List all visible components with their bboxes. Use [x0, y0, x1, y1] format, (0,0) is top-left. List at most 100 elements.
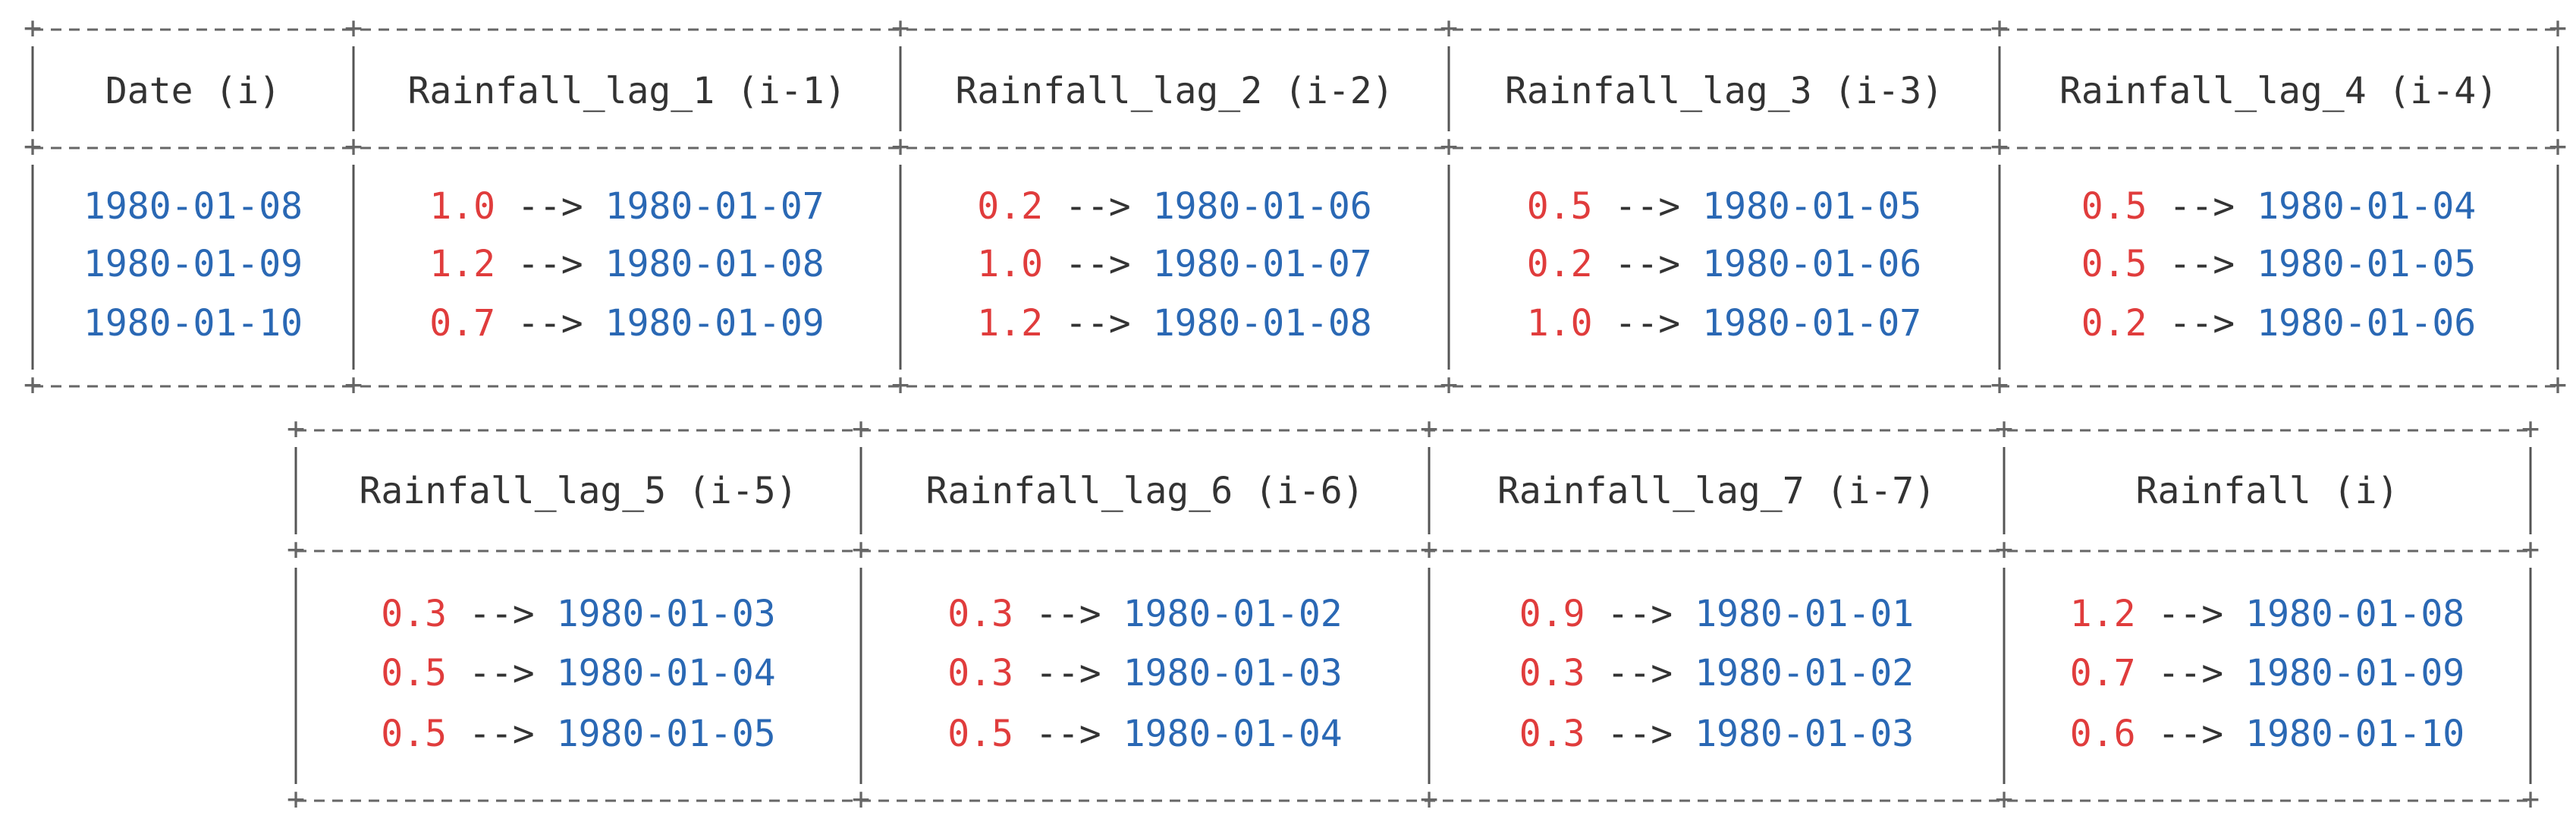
column-header: Date (i)	[105, 70, 281, 112]
arrow: -->	[2169, 185, 2235, 228]
rainfall-value: 1.0	[1527, 302, 1593, 345]
junction: +	[1420, 532, 1438, 567]
cell: 0.3 --> 1980-01-03	[947, 652, 1342, 694]
junction: +	[1995, 411, 2013, 446]
date: 1980-01-04	[557, 652, 776, 694]
junction: +	[1440, 11, 1458, 46]
date: 1980-01-03	[557, 593, 776, 635]
date: 1980-01-09	[83, 243, 303, 285]
date: 1980-01-10	[83, 302, 303, 345]
column-header: Rainfall_lag_2 (i-2)	[956, 70, 1394, 112]
date: 1980-01-08	[83, 185, 303, 228]
cell: 1.2 --> 1980-01-08	[2070, 593, 2464, 635]
junction: +	[287, 782, 305, 817]
cell: 0.2 --> 1980-01-06	[1527, 243, 1921, 285]
rainfall-value: 0.3	[1519, 713, 1585, 755]
arrow: -->	[2158, 713, 2224, 755]
junction: +	[891, 367, 909, 402]
date: 1980-01-02	[1695, 652, 1914, 694]
cell: 0.3 --> 1980-01-03	[381, 593, 775, 635]
cell: 0.5 --> 1980-01-05	[381, 713, 775, 755]
cell: 0.2 --> 1980-01-06	[2081, 302, 2476, 345]
arrow: -->	[517, 185, 583, 228]
junction: +	[852, 532, 870, 567]
cell: 1980-01-08	[83, 185, 303, 228]
date: 1980-01-01	[1695, 593, 1914, 635]
rainfall-value: 1.0	[429, 185, 495, 228]
cell: 0.5 --> 1980-01-04	[381, 652, 775, 694]
date: 1980-01-04	[1123, 713, 1343, 755]
date: 1980-01-03	[1123, 652, 1343, 694]
arrow: -->	[2158, 593, 2224, 635]
junction: +	[2521, 782, 2540, 817]
date: 1980-01-05	[1702, 185, 1921, 228]
arrow: -->	[1065, 243, 1131, 285]
arrow: -->	[1065, 302, 1131, 345]
arrow: -->	[1607, 652, 1673, 694]
cell: 0.2 --> 1980-01-06	[977, 185, 1371, 228]
arrow: -->	[1035, 713, 1101, 755]
arrow: -->	[2158, 652, 2224, 694]
cell: 0.7 --> 1980-01-09	[2070, 652, 2464, 694]
rainfall-value: 0.5	[947, 713, 1013, 755]
rainfall-value: 0.3	[947, 593, 1013, 635]
cell: 1.0 --> 1980-01-07	[429, 185, 824, 228]
junction: +	[1440, 367, 1458, 402]
cell: 0.3 --> 1980-01-02	[1519, 652, 1914, 694]
arrow: -->	[2169, 302, 2235, 345]
junction: +	[24, 367, 42, 402]
date: 1980-01-09	[605, 302, 825, 345]
arrow: -->	[1035, 593, 1101, 635]
junction: +	[344, 11, 363, 46]
junction: +	[2521, 411, 2540, 446]
junction: +	[1990, 129, 2009, 164]
junction: +	[344, 129, 363, 164]
arrow: -->	[469, 593, 535, 635]
column-header: Rainfall (i)	[2136, 470, 2399, 512]
cell: 0.7 --> 1980-01-09	[429, 302, 824, 345]
column-header: Rainfall_lag_4 (i-4)	[2059, 70, 2498, 112]
date: 1980-01-05	[2257, 243, 2476, 285]
cell: 1980-01-09	[83, 243, 303, 285]
junction: +	[2521, 532, 2540, 567]
junction: +	[1995, 532, 2013, 567]
junction: +	[287, 411, 305, 446]
rainfall-value: 0.6	[2070, 713, 2136, 755]
rainfall-value: 1.0	[977, 243, 1043, 285]
junction: +	[1420, 411, 1438, 446]
rainfall-value: 0.5	[2081, 243, 2147, 285]
cell: 0.9 --> 1980-01-01	[1519, 593, 1914, 635]
junction: +	[1990, 367, 2009, 402]
junction: +	[852, 411, 870, 446]
rainfall-value: 0.2	[977, 185, 1043, 228]
column-header: Rainfall_lag_6 (i-6)	[926, 470, 1365, 512]
arrow: -->	[1615, 243, 1681, 285]
rainfall-value: 0.5	[2081, 185, 2147, 228]
cell: 1.2 --> 1980-01-08	[429, 243, 824, 285]
junction: +	[287, 532, 305, 567]
column-header: Rainfall_lag_7 (i-7)	[1497, 470, 1936, 512]
cell: 0.5 --> 1980-01-04	[2081, 185, 2476, 228]
date: 1980-01-08	[2245, 593, 2464, 635]
rainfall-value: 0.9	[1519, 593, 1585, 635]
junction: +	[1440, 129, 1458, 164]
cell: 0.5 --> 1980-01-05	[1527, 185, 1921, 228]
arrow: -->	[517, 243, 583, 285]
arrow: -->	[1065, 185, 1131, 228]
arrow: -->	[1615, 185, 1681, 228]
date: 1980-01-07	[1153, 243, 1372, 285]
date: 1980-01-03	[1695, 713, 1914, 755]
arrow: -->	[469, 652, 535, 694]
rainfall-value: 0.3	[947, 652, 1013, 694]
date: 1980-01-02	[1123, 593, 1343, 635]
date: 1980-01-06	[2257, 302, 2476, 345]
cell: 0.3 --> 1980-01-03	[1519, 713, 1914, 755]
cell: 0.6 --> 1980-01-10	[2070, 713, 2464, 755]
column-header: Rainfall_lag_3 (i-3)	[1505, 70, 1943, 112]
cell: 0.5 --> 1980-01-05	[2081, 243, 2476, 285]
junction: +	[24, 129, 42, 164]
date: 1980-01-04	[2257, 185, 2476, 228]
cell: 0.3 --> 1980-01-02	[947, 593, 1342, 635]
cell: 1.0 --> 1980-01-07	[1527, 302, 1921, 345]
rainfall-value: 0.2	[1527, 243, 1593, 285]
